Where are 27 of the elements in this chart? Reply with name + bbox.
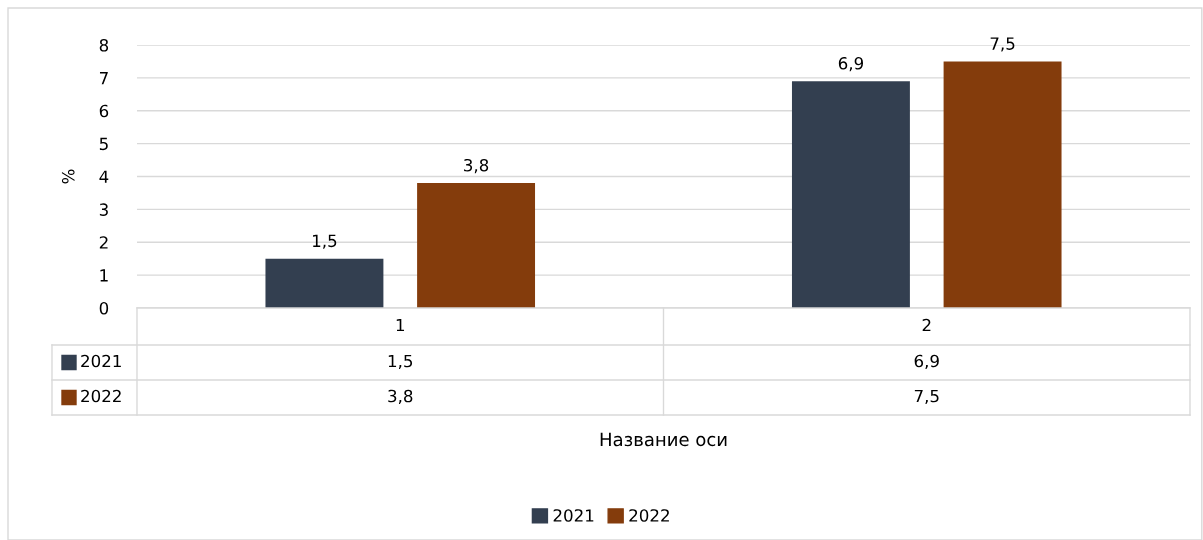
y-tick-label: 8 xyxy=(99,38,109,52)
y-axis-title: % xyxy=(61,169,75,184)
text: 7,5 xyxy=(990,37,1015,52)
text: 6,9 xyxy=(838,56,864,72)
text: 2022 xyxy=(81,389,121,403)
text: Название оси xyxy=(600,432,727,447)
legend-label: 2021 xyxy=(81,354,121,368)
text: 3,8 xyxy=(464,158,489,174)
bar xyxy=(417,183,536,308)
y-tick-label: 7 xyxy=(99,72,108,85)
y-tick-label: 6 xyxy=(99,104,109,118)
data-label: 6,9 xyxy=(914,354,939,370)
y-tick-label: 4 xyxy=(99,170,109,183)
text: 1,5 xyxy=(313,234,337,249)
data-label: 1,5 xyxy=(388,354,413,370)
data-label: 7,5 xyxy=(914,389,939,405)
bar xyxy=(791,81,910,308)
data-label: 3,8 xyxy=(388,389,413,405)
legend-label: 2022 xyxy=(629,509,669,522)
bar xyxy=(265,258,384,308)
bar xyxy=(943,61,1062,308)
y-tick-label: 2 xyxy=(99,236,108,249)
text: 2021 xyxy=(553,509,594,522)
y-tick-label: 0 xyxy=(99,301,109,315)
y-tick-label: 3 xyxy=(99,203,108,216)
y-tick-label: 5 xyxy=(99,137,108,151)
y-tick-label: 1 xyxy=(100,269,108,282)
